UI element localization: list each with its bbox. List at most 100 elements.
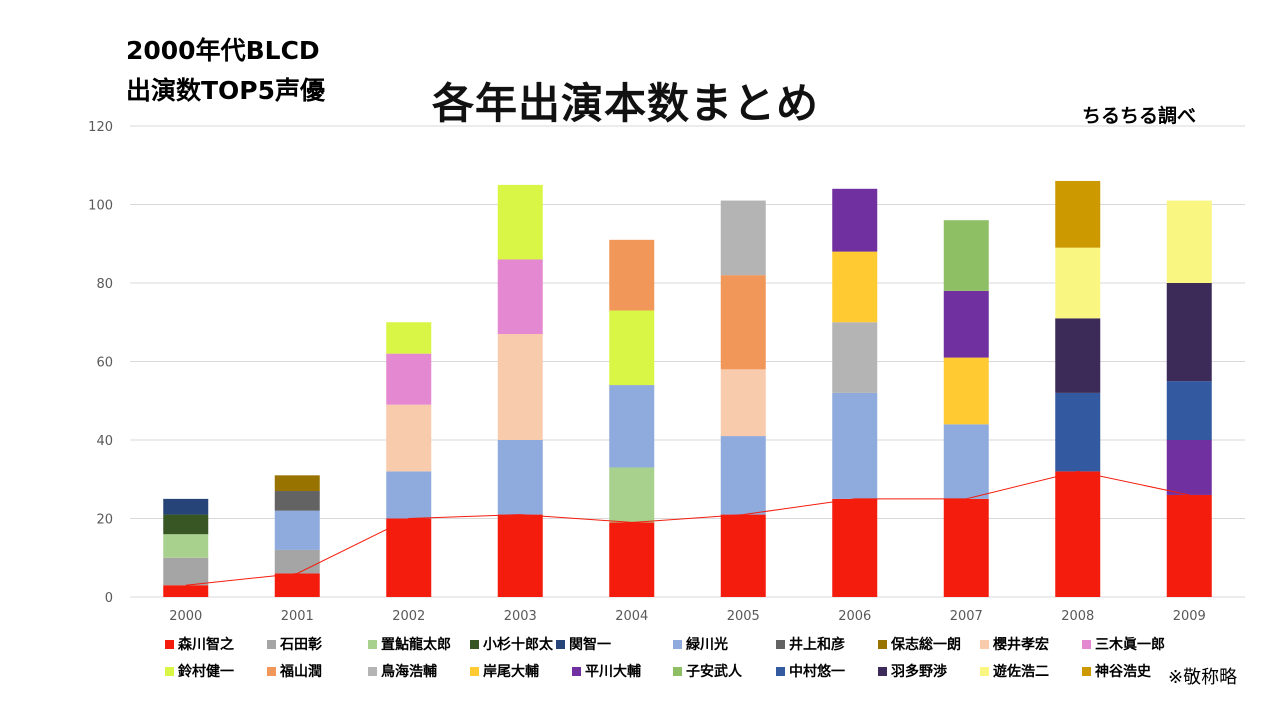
bar-segment — [163, 498, 209, 515]
bar-segment — [274, 475, 320, 492]
legend-swatch — [556, 639, 565, 649]
legend-item: 鳥海浩輔 — [368, 661, 437, 681]
legend-item: 平川大輔 — [572, 661, 641, 681]
bar-segment — [609, 522, 655, 597]
x-tick-label: 2005 — [727, 609, 760, 624]
trend-line — [185, 470, 1190, 586]
bar-segment — [943, 498, 989, 597]
legend-item: 神谷浩史 — [1082, 661, 1151, 681]
bar-segment — [943, 357, 989, 425]
legend-label: 井上和彦 — [789, 637, 845, 653]
x-tick-label: 2003 — [504, 609, 537, 624]
legend-label: 平川大輔 — [585, 664, 641, 680]
legend-item: 岸尾大輔 — [470, 661, 539, 681]
legend-label: 遊佐浩二 — [993, 664, 1049, 680]
legend-item: 遊佐浩二 — [980, 661, 1049, 681]
y-tick-label: 40 — [96, 434, 113, 449]
bar-segment — [720, 275, 766, 370]
bar-segment — [1055, 392, 1101, 472]
legend-swatch — [878, 639, 887, 649]
legend-item: 鈴村健一 — [165, 661, 234, 681]
legend-swatch — [776, 666, 785, 676]
legend-label: 保志総一朗 — [891, 637, 961, 653]
bar-segment — [497, 334, 543, 440]
bar-segment — [386, 518, 432, 597]
x-tick-label: 2001 — [281, 609, 314, 624]
chart-title: 各年出演本数まとめ — [432, 79, 820, 128]
legend-item: 置鮎龍太郎 — [368, 634, 451, 654]
y-tick-label: 120 — [88, 120, 113, 135]
legend-label: 鳥海浩輔 — [381, 664, 437, 680]
bar-segment — [609, 385, 655, 468]
legend-label: 櫻井孝宏 — [993, 637, 1049, 653]
legend-swatch — [267, 666, 276, 676]
source-credit: ちるちる調べ — [1082, 105, 1197, 127]
bar-segment — [1055, 471, 1101, 597]
legend-swatch — [368, 639, 377, 649]
legend-item: 三木眞一郎 — [1082, 634, 1165, 654]
legend-label: 子安武人 — [686, 664, 742, 680]
legend-swatch — [368, 666, 377, 676]
legend-item: 保志総一朗 — [878, 634, 961, 654]
bar-segment — [386, 471, 432, 519]
legend-swatch — [878, 666, 887, 676]
bar-segment — [609, 310, 655, 386]
bar-segment — [1055, 318, 1101, 393]
bar-segment — [720, 436, 766, 515]
legend-item: 井上和彦 — [776, 634, 845, 654]
bar-segment — [274, 491, 320, 511]
bar-segment — [609, 239, 655, 311]
x-tick-label: 2007 — [950, 609, 983, 624]
legend-item: 櫻井孝宏 — [980, 634, 1049, 654]
honorifics-note: ※敬称略 — [1168, 667, 1238, 688]
legend-swatch — [980, 666, 989, 676]
bar-segment — [497, 259, 543, 335]
bar-segment — [1055, 180, 1101, 248]
legend-swatch — [470, 666, 479, 676]
bar-segment — [832, 188, 878, 252]
bar-segment — [274, 549, 320, 574]
bar-segment — [832, 251, 878, 323]
legend-label: 神谷浩史 — [1095, 664, 1151, 680]
y-tick-label: 100 — [88, 199, 113, 214]
legend-item: 石田彰 — [267, 634, 322, 654]
y-tick-label: 80 — [96, 277, 113, 292]
legend-item: 中村悠一 — [776, 661, 845, 681]
bar-segment — [832, 498, 878, 597]
bar-segment — [943, 290, 989, 358]
bar-segment — [274, 573, 320, 597]
subtitle-line-1: 2000年代BLCD — [126, 36, 320, 65]
bar-segment — [720, 369, 766, 437]
legend-swatch — [980, 639, 989, 649]
legend-swatch — [1082, 666, 1091, 676]
legend-swatch — [165, 639, 174, 649]
legend-label: 福山潤 — [280, 664, 322, 680]
legend-item: 森川智之 — [165, 634, 234, 654]
bar-segment — [832, 392, 878, 499]
bar-segment — [943, 424, 989, 499]
legend-swatch — [673, 666, 682, 676]
legend-label: 緑川光 — [686, 637, 728, 653]
legend-item: 関智一 — [556, 634, 611, 654]
legend-item: 子安武人 — [673, 661, 742, 681]
legend-label: 中村悠一 — [789, 664, 845, 680]
bar-segment — [386, 353, 432, 405]
x-tick-label: 2002 — [392, 609, 425, 624]
legend-swatch — [1082, 639, 1091, 649]
x-tick-label: 2008 — [1061, 609, 1094, 624]
legend-swatch — [470, 639, 479, 649]
legend-swatch — [165, 666, 174, 676]
y-tick-label: 20 — [96, 513, 113, 528]
legend-label: 岸尾大輔 — [483, 664, 539, 680]
legend-label: 置鮎龍太郎 — [381, 637, 451, 653]
legend-label: 関智一 — [569, 637, 611, 653]
legend-label: 石田彰 — [280, 637, 322, 653]
bar-segment — [1166, 381, 1212, 440]
subtitle-line-2: 出演数TOP5声優 — [126, 76, 326, 105]
legend-swatch — [776, 639, 785, 649]
bar-segment — [386, 404, 432, 472]
bar-segment — [163, 585, 209, 597]
bar-segment — [832, 322, 878, 393]
bar-segment — [386, 322, 432, 354]
